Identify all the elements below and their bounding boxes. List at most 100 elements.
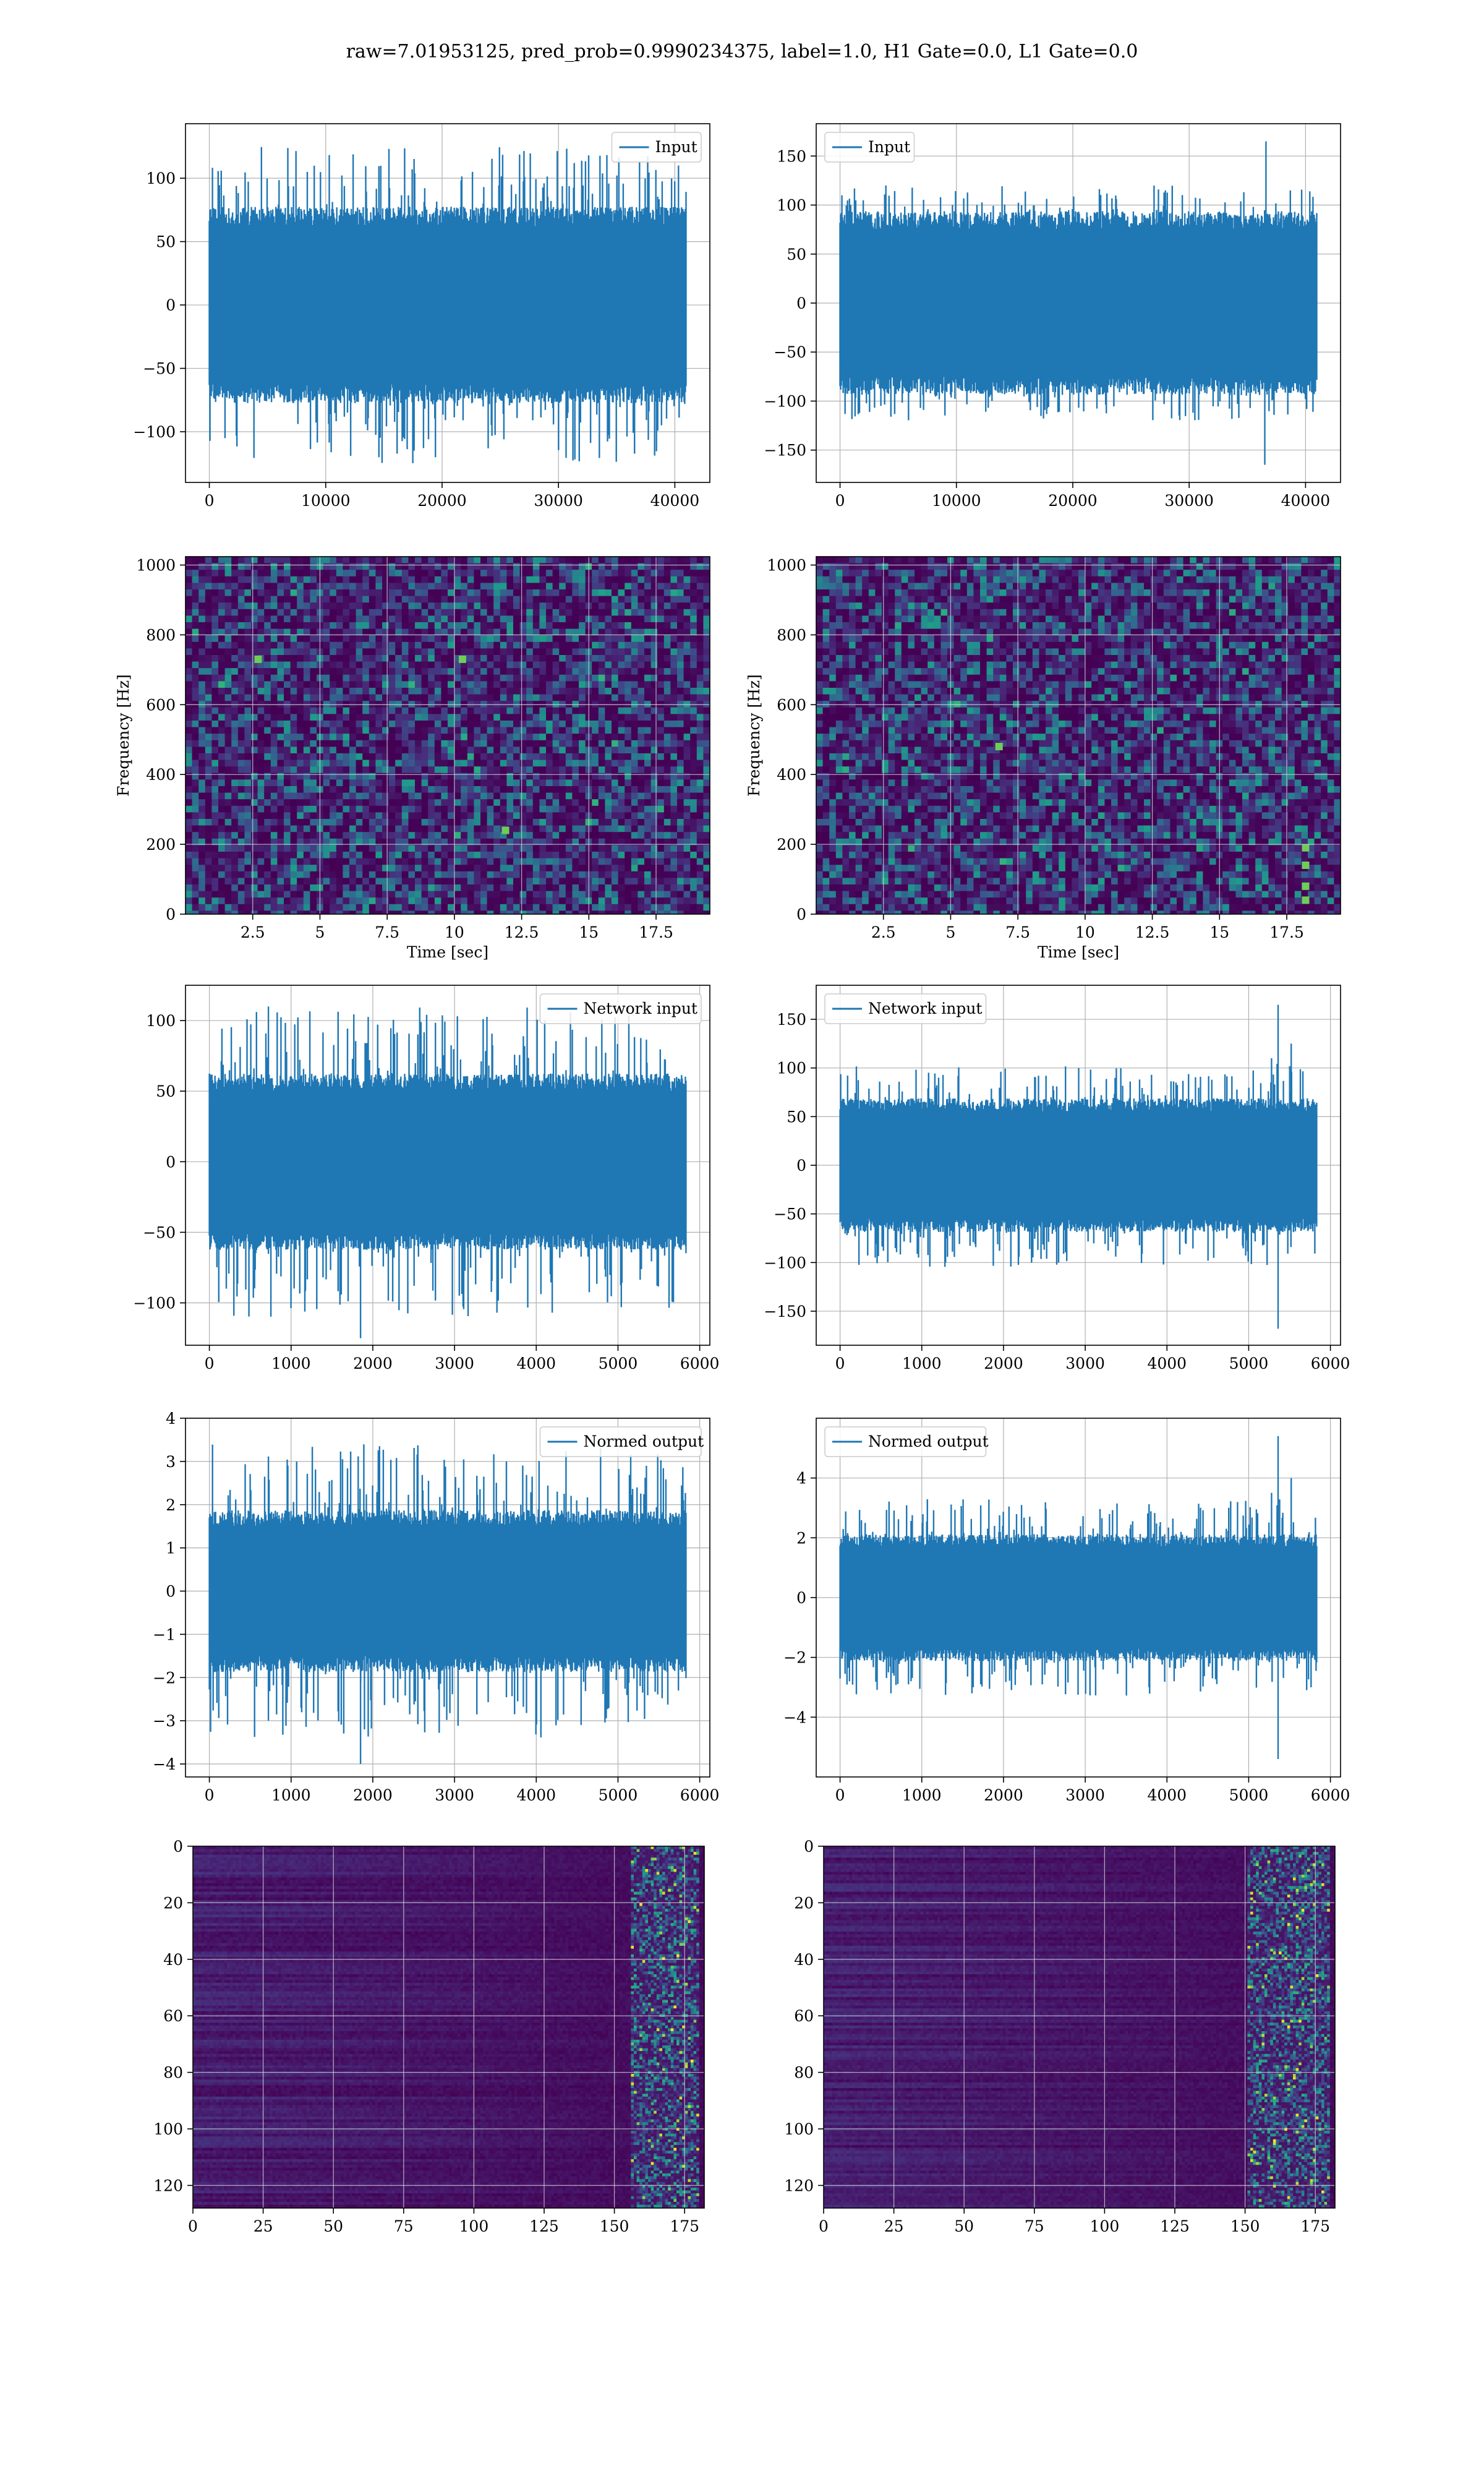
x-tick-label: 2000 bbox=[353, 1786, 393, 1804]
x-tick-label: 4000 bbox=[516, 1355, 556, 1372]
axes-frame bbox=[823, 1846, 1336, 2209]
y-tick-label: 0 bbox=[166, 1153, 176, 1171]
axes-frame bbox=[185, 123, 710, 483]
x-tick-label: 2.5 bbox=[241, 923, 265, 941]
y-tick-label: −100 bbox=[764, 1254, 806, 1272]
y-tick-label: 150 bbox=[777, 147, 806, 165]
y-tick-label: 1 bbox=[166, 1539, 176, 1557]
figure-title: raw=7.01953125, pred_prob=0.9990234375, … bbox=[0, 41, 1484, 62]
x-tick-label: 125 bbox=[529, 2217, 559, 2235]
x-tick-label: 1000 bbox=[902, 1786, 942, 1804]
spectrogram-cells bbox=[186, 557, 710, 914]
spectrogram-cells bbox=[816, 557, 1341, 914]
feature-map-cells bbox=[824, 1846, 1335, 2208]
y-tick-label: 150 bbox=[777, 1011, 806, 1029]
y-tick-label: 600 bbox=[146, 696, 176, 714]
y-tick-label: −4 bbox=[783, 1708, 806, 1726]
x-tick-label: 25 bbox=[254, 2217, 273, 2235]
y-tick-label: −150 bbox=[764, 1303, 806, 1320]
x-tick-label: 50 bbox=[954, 2217, 974, 2235]
legend-box bbox=[824, 993, 987, 1024]
x-tick-label: 20000 bbox=[1048, 492, 1098, 510]
y-tick-label: 80 bbox=[794, 2064, 814, 2082]
spectrogram-hotspot bbox=[254, 655, 262, 663]
x-tick-label: 3000 bbox=[435, 1786, 474, 1804]
y-tick-label: 120 bbox=[153, 2177, 183, 2194]
l1-feature-map-plot: 0 25 50 75 100 125 150 175 0 20 40 60 80 100 120 bbox=[784, 1838, 1336, 2235]
x-tick-label: 2000 bbox=[353, 1355, 393, 1372]
x-tick-label: 2.5 bbox=[871, 923, 896, 941]
y-tick-label: 80 bbox=[163, 2064, 183, 2082]
h1-spectrogram-plot: Time [sec] Frequency [Hz] 2.5 5 7.5 10 12.5 15 1… bbox=[114, 556, 710, 961]
x-tick-label: 0 bbox=[205, 1786, 215, 1804]
x-tick-label: 0 bbox=[835, 492, 845, 510]
x-tick-label: 12.5 bbox=[1135, 923, 1170, 941]
legend-box bbox=[539, 993, 702, 1024]
axes-frame bbox=[185, 1418, 710, 1778]
legend-box bbox=[824, 1426, 987, 1457]
axes-frame bbox=[185, 985, 710, 1346]
x-tick-label: 1000 bbox=[271, 1355, 311, 1372]
axes-frame bbox=[185, 556, 710, 915]
y-tick-label: 50 bbox=[787, 246, 806, 263]
x-tick-label: 4000 bbox=[1147, 1355, 1187, 1372]
x-axis-label: Time [sec] bbox=[407, 943, 488, 961]
x-tick-label: 5000 bbox=[1229, 1355, 1269, 1372]
x-tick-label: 1000 bbox=[271, 1786, 311, 1804]
y-tick-label: 4 bbox=[796, 1470, 806, 1487]
y-tick-label: 40 bbox=[794, 1951, 814, 1969]
y-tick-label: −100 bbox=[133, 423, 176, 441]
y-tick-label: 1000 bbox=[767, 557, 806, 575]
x-tick-label: 0 bbox=[819, 2217, 829, 2235]
y-tick-label: −150 bbox=[764, 442, 806, 460]
y-tick-label: 50 bbox=[156, 233, 176, 251]
x-tick-label: 100 bbox=[1090, 2217, 1120, 2235]
legend-label: Network input bbox=[868, 999, 982, 1017]
y-tick-label: 60 bbox=[163, 2007, 183, 2025]
x-tick-label: 7.5 bbox=[375, 923, 399, 941]
y-tick-label: 400 bbox=[777, 766, 806, 784]
y-tick-label: 40 bbox=[163, 1951, 183, 1969]
x-tick-label: 30000 bbox=[534, 492, 583, 510]
x-tick-label: 150 bbox=[1230, 2217, 1260, 2235]
x-tick-label: 3000 bbox=[1065, 1355, 1105, 1372]
y-tick-label: 100 bbox=[777, 197, 806, 215]
y-tick-label: 0 bbox=[796, 1589, 806, 1607]
y-tick-label: 120 bbox=[784, 2177, 814, 2194]
y-tick-label: 2 bbox=[796, 1529, 806, 1547]
x-tick-label: 175 bbox=[670, 2217, 699, 2235]
y-tick-label: −100 bbox=[764, 392, 806, 410]
x-tick-label: 100 bbox=[459, 2217, 489, 2235]
legend: Normed output bbox=[824, 1426, 989, 1457]
x-tick-label: 125 bbox=[1160, 2217, 1190, 2235]
legend-label: Normed output bbox=[584, 1432, 704, 1450]
x-tick-label: 5 bbox=[315, 923, 325, 941]
x-tick-label: 6000 bbox=[680, 1355, 720, 1372]
y-tick-label: 0 bbox=[173, 1838, 183, 1856]
y-tick-label: 4 bbox=[166, 1410, 176, 1427]
spectrogram-hotspot bbox=[458, 655, 466, 663]
legend: Normed output bbox=[539, 1426, 704, 1457]
y-axis-label: Frequency [Hz] bbox=[745, 674, 763, 797]
x-tick-label: 17.5 bbox=[639, 923, 673, 941]
x-tick-label: 10000 bbox=[301, 492, 351, 510]
x-tick-label: 6000 bbox=[1311, 1355, 1350, 1372]
legend: Input bbox=[824, 132, 915, 163]
legend: Network input bbox=[824, 993, 987, 1024]
l1-spectrogram-plot: Time [sec] Frequency [Hz] 2.5 5 7.5 10 12.5 15 1… bbox=[745, 556, 1341, 961]
x-tick-label: 6000 bbox=[1311, 1786, 1350, 1804]
y-tick-label: 800 bbox=[777, 626, 806, 644]
y-tick-label: −4 bbox=[153, 1755, 176, 1773]
l1-input-plot: Input 0 10000 20000 30000 40000 −150 −100 −50 0 50… bbox=[764, 123, 1341, 510]
y-tick-label: 600 bbox=[777, 696, 806, 714]
y-tick-label: 100 bbox=[153, 2120, 183, 2138]
axes-frame bbox=[816, 556, 1341, 915]
x-tick-label: 5000 bbox=[599, 1355, 638, 1372]
y-tick-label: −1 bbox=[153, 1625, 176, 1643]
legend-box bbox=[824, 132, 915, 163]
x-tick-label: 3000 bbox=[1065, 1786, 1105, 1804]
x-tick-label: 7.5 bbox=[1005, 923, 1030, 941]
x-tick-label: 150 bbox=[600, 2217, 629, 2235]
x-tick-label: 15 bbox=[579, 923, 599, 941]
